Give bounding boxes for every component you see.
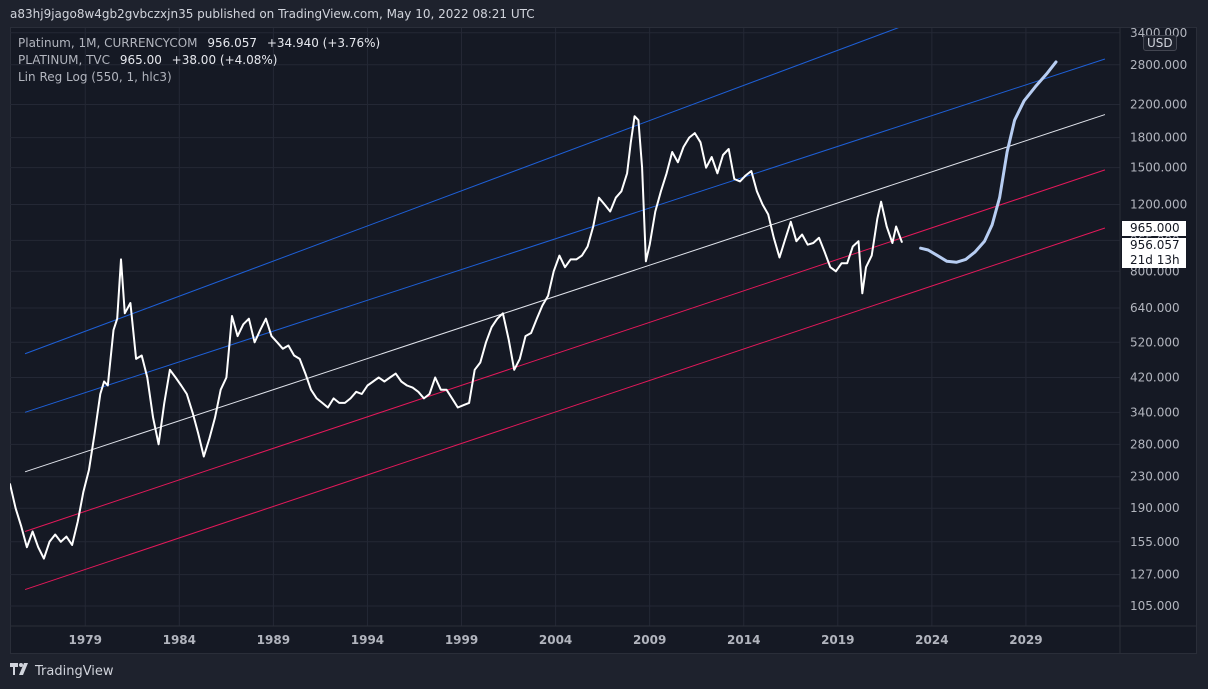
- y-tick-label: 1200.000: [1130, 197, 1187, 211]
- y-tick-label: 1500.000: [1130, 161, 1187, 175]
- y-tick-label: 520.000: [1130, 335, 1180, 349]
- legend-change: +38.00 (+4.08%): [171, 53, 278, 67]
- regression-line-upper-outer: [24, 28, 899, 355]
- legend-row-tvc: PLATINUM, TVC 965.00 +38.00 (+4.08%): [18, 52, 380, 69]
- last-price-tag: 965.000: [1122, 221, 1186, 236]
- regression-channel: [24, 28, 1106, 591]
- legend-symbol[interactable]: PLATINUM, TVC: [18, 53, 111, 67]
- y-tick-label: 420.000: [1130, 370, 1180, 384]
- legend-row-currencycom: Platinum, 1M, CURRENCYCOM 956.057 +34.94…: [18, 35, 380, 52]
- y-tick-label: 1800.000: [1130, 131, 1187, 145]
- y-tick-label: 190.000: [1130, 501, 1180, 515]
- x-tick-label: 1984: [163, 633, 196, 647]
- x-tick-label: 2024: [915, 633, 948, 647]
- y-tick-label: 280.000: [1130, 437, 1180, 451]
- legend-symbol[interactable]: Platinum, 1M, CURRENCYCOM: [18, 36, 198, 50]
- regression-line-lower-outer: [24, 227, 1106, 591]
- legend-change: +34.940 (+3.76%): [266, 36, 381, 50]
- projection-curve: [919, 60, 1058, 264]
- time-axis: 1979 1984 1989 1994 1999 2004 2009 2014 2019 2024…: [69, 633, 1043, 647]
- x-tick-label: 1999: [445, 633, 478, 647]
- x-tick-label: 2009: [633, 633, 666, 647]
- chart-panel[interactable]: [10, 27, 1197, 654]
- x-tick-label: 1994: [351, 633, 384, 647]
- brand-name: TradingView: [35, 663, 114, 679]
- tradingview-logo-icon: [10, 663, 30, 679]
- price-axis: 3400.0002800.0002200.0001800.0001500.000…: [1130, 26, 1187, 613]
- price-line: [10, 115, 903, 560]
- x-tick-label: 2019: [821, 633, 854, 647]
- y-tick-label: 127.000: [1130, 568, 1180, 582]
- legend-row-indicator: Lin Reg Log (550, 1, hlc3): [18, 69, 380, 86]
- y-tick-label: 155.000: [1130, 535, 1180, 549]
- x-tick-label: 2004: [539, 633, 572, 647]
- close-price-tag: 956.057: [1122, 238, 1186, 253]
- regression-line-lower-inner: [24, 169, 1106, 532]
- bar-countdown-tag: 21d 13h: [1122, 253, 1186, 268]
- x-tick-label: 1989: [257, 633, 290, 647]
- indicator-label[interactable]: Lin Reg Log (550, 1, hlc3): [18, 70, 172, 84]
- y-tick-label: 340.000: [1130, 405, 1180, 419]
- y-tick-label: 230.000: [1130, 470, 1180, 484]
- x-tick-label: 2014: [727, 633, 760, 647]
- x-tick-label: 2029: [1009, 633, 1042, 647]
- chart-legend: Platinum, 1M, CURRENCYCOM 956.057 +34.94…: [18, 35, 380, 86]
- grid-lines: [10, 28, 1120, 626]
- legend-value: 965.00: [119, 53, 162, 67]
- publish-info: a83hj9jago8w4gb2gvbczxjn35 published on …: [10, 7, 535, 21]
- regression-line-center: [24, 114, 1106, 473]
- y-tick-label: 2200.000: [1130, 98, 1187, 112]
- regression-line-upper-inner: [24, 58, 1106, 413]
- footer-brand[interactable]: TradingView: [10, 663, 114, 679]
- currency-badge[interactable]: USD: [1143, 35, 1177, 51]
- legend-value: 956.057: [207, 36, 257, 50]
- y-tick-label: 2800.000: [1130, 58, 1187, 72]
- y-tick-label: 640.000: [1130, 301, 1180, 315]
- price-series: [10, 60, 1058, 560]
- x-tick-label: 1979: [69, 633, 102, 647]
- y-tick-label: 105.000: [1130, 599, 1180, 613]
